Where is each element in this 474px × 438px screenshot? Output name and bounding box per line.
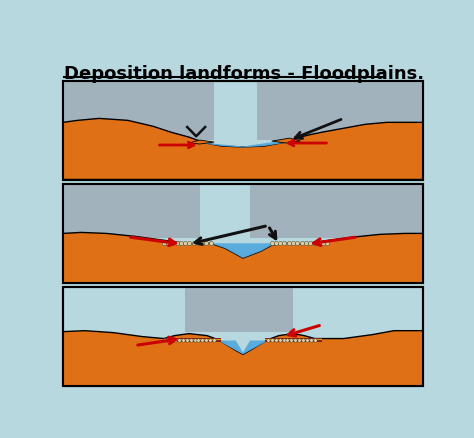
FancyBboxPatch shape <box>257 82 423 141</box>
FancyBboxPatch shape <box>185 288 293 332</box>
FancyBboxPatch shape <box>63 82 214 141</box>
Polygon shape <box>164 338 221 340</box>
Polygon shape <box>164 339 221 341</box>
FancyBboxPatch shape <box>63 185 423 283</box>
Polygon shape <box>272 139 301 144</box>
Polygon shape <box>264 340 322 342</box>
FancyBboxPatch shape <box>250 185 423 239</box>
Polygon shape <box>63 331 423 386</box>
Polygon shape <box>218 341 268 354</box>
Polygon shape <box>164 340 221 342</box>
FancyBboxPatch shape <box>63 185 200 239</box>
Text: Deposition landforms - Floodplains.: Deposition landforms - Floodplains. <box>64 65 424 83</box>
FancyBboxPatch shape <box>63 82 423 180</box>
Polygon shape <box>164 244 322 258</box>
FancyBboxPatch shape <box>63 288 423 386</box>
Polygon shape <box>189 141 214 145</box>
FancyBboxPatch shape <box>221 251 272 283</box>
Polygon shape <box>264 339 322 341</box>
Polygon shape <box>200 142 290 148</box>
Polygon shape <box>264 338 322 340</box>
Polygon shape <box>63 233 423 283</box>
Polygon shape <box>63 119 423 180</box>
